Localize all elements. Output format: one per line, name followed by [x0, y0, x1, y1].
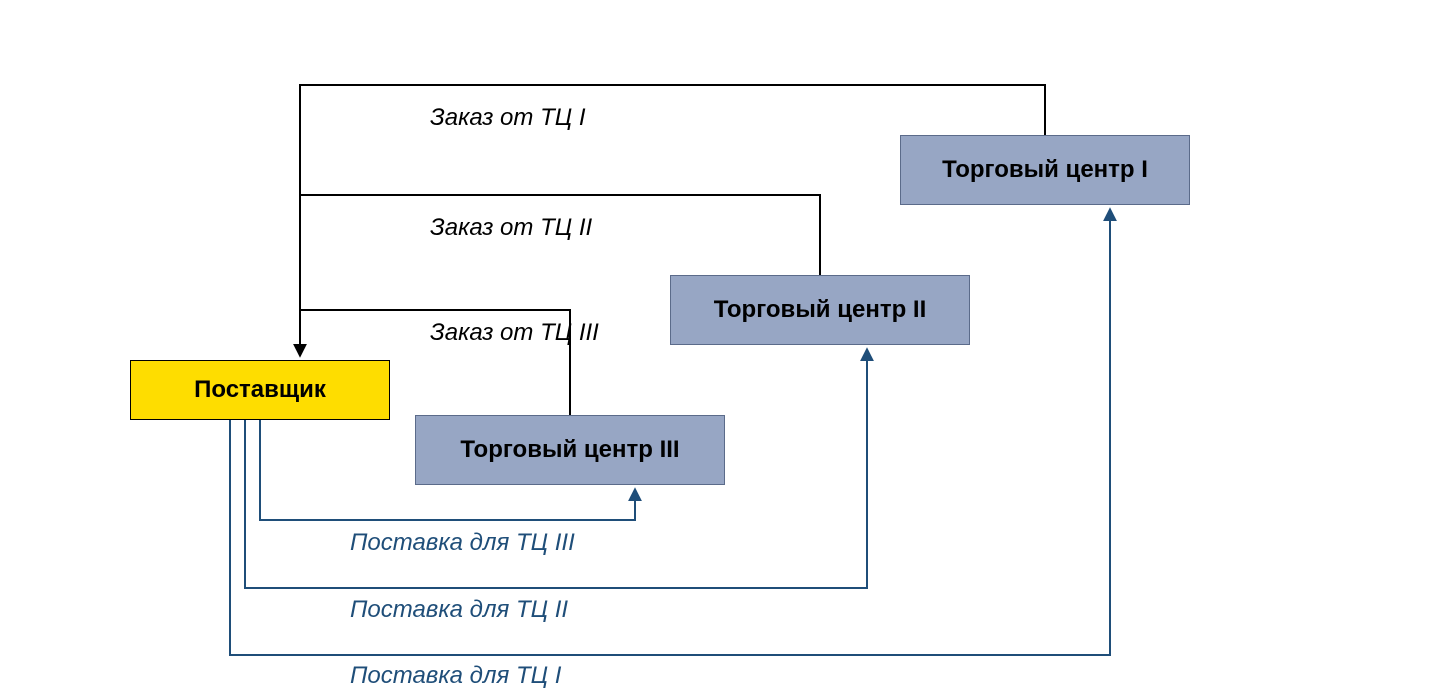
node-supplier: Поставщик: [130, 360, 390, 420]
node-label: Торговый центр II: [714, 296, 927, 324]
edge-label-supply2: Поставка для ТЦ II: [350, 596, 568, 624]
node-label: Поставщик: [194, 376, 326, 404]
node-tc1: Торговый центр I: [900, 135, 1190, 205]
edges-layer: [0, 0, 1431, 698]
edge-label-supply3: Поставка для ТЦ III: [350, 529, 575, 557]
node-tc2: Торговый центр II: [670, 275, 970, 345]
supply-chain-diagram: Поставщик Торговый центр I Торговый центр …: [0, 0, 1431, 698]
edge-label-supply1: Поставка для ТЦ I: [350, 662, 561, 690]
node-label: Торговый центр III: [460, 436, 679, 464]
node-tc3: Торговый центр III: [415, 415, 725, 485]
edge-label-order2: Заказ от ТЦ II: [430, 214, 592, 242]
node-label: Торговый центр I: [942, 156, 1148, 184]
edge-label-order3: Заказ от ТЦ III: [430, 319, 599, 347]
edge-label-order1: Заказ от ТЦ I: [430, 104, 586, 132]
